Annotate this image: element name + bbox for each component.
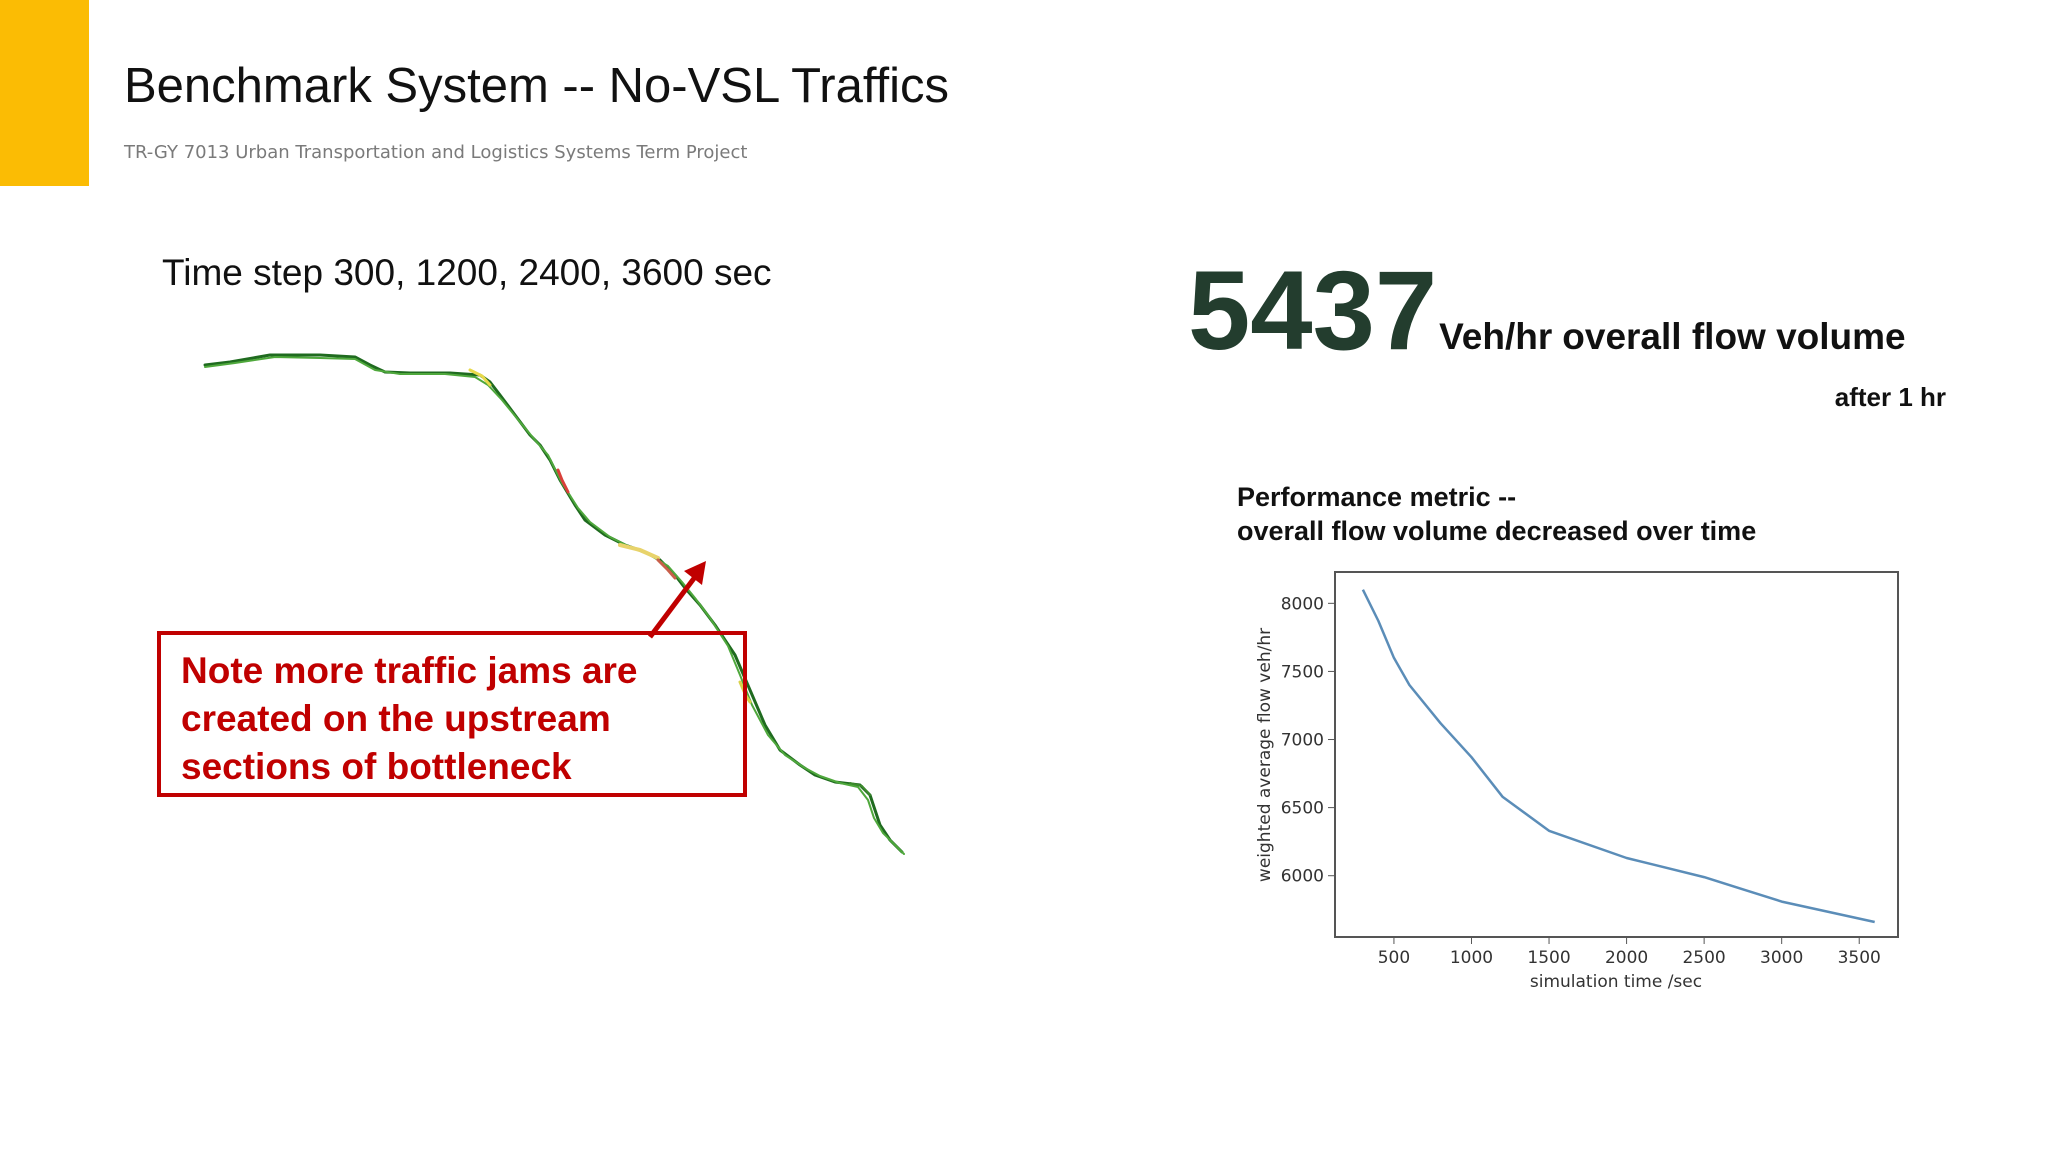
slide-title: Benchmark System -- No-VSL Traffics	[124, 59, 950, 113]
flow-value: 5437	[1188, 248, 1438, 373]
callout-text: Note more traffic jams are created on th…	[181, 647, 743, 791]
y-tick-label: 6000	[1281, 867, 1324, 887]
road-segment-jam-1	[556, 468, 570, 494]
chart-frame	[1334, 571, 1899, 938]
callout-line-1: Note more traffic jams are	[181, 650, 638, 691]
slide-subtitle: TR-GY 7013 Urban Transportation and Logi…	[124, 142, 748, 163]
road-segment-jam-2	[618, 543, 660, 560]
y-tick-label: 8000	[1281, 594, 1324, 614]
callout-line-2: created on the upstream	[181, 698, 611, 739]
x-tick-label: 3000	[1760, 948, 1803, 968]
x-tick-label: 2000	[1605, 948, 1648, 968]
y-tick-label: 7000	[1281, 731, 1324, 751]
callout-box: Note more traffic jams are created on th…	[157, 631, 747, 797]
performance-title: Performance metric -- overall flow volum…	[1237, 480, 1756, 548]
road-segment-tail	[849, 782, 871, 796]
flow-unit: Veh/hr	[1439, 316, 1553, 357]
callout-line-3: sections of bottleneck	[181, 746, 572, 787]
x-tick-label: 3500	[1838, 948, 1881, 968]
x-axis-label: simulation time /sec	[1530, 972, 1702, 992]
road-segment-congestion	[468, 368, 492, 387]
x-tick-label: 1000	[1450, 948, 1493, 968]
y-axis-label: weighted average flow veh/hr	[1255, 628, 1275, 882]
performance-title-line-1: Performance metric --	[1237, 482, 1517, 512]
road-segment-jam-3	[656, 558, 677, 580]
x-tick-label: 500	[1378, 948, 1410, 968]
performance-title-line-2: overall flow volume decreased over time	[1237, 516, 1757, 546]
time-step-label: Time step 300, 1200, 2400, 3600 sec	[162, 252, 772, 293]
accent-bar	[0, 0, 89, 186]
x-tick-label: 2500	[1682, 948, 1725, 968]
y-tick-label: 6500	[1281, 799, 1324, 819]
road-network-map	[203, 353, 905, 855]
callout-arrow	[648, 561, 706, 639]
flow-metric: 5437Veh/hr overall flow volume	[1188, 255, 1906, 367]
x-tick-label: 1500	[1527, 948, 1570, 968]
flow-volume-chart: 500 1000 1500 2000 2500 3000 3500 6000 6500 7000 7…	[1255, 571, 1899, 992]
flow-description: overall flow volume	[1562, 316, 1906, 357]
y-tick-label: 7500	[1281, 662, 1324, 682]
series-line-0	[1361, 589, 1875, 924]
flow-note: after 1 hr	[1834, 382, 1946, 412]
